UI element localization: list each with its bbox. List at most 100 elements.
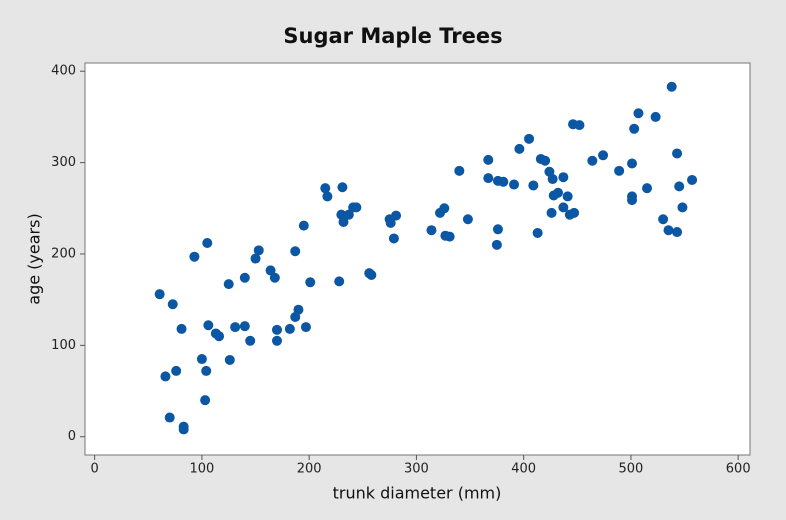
point (189, 251, 200, 262)
point (587, 155, 598, 166)
point (351, 202, 362, 213)
point (200, 395, 211, 406)
point (388, 233, 399, 244)
point (176, 323, 187, 334)
point (203, 320, 214, 331)
point (154, 289, 165, 300)
point (553, 187, 564, 198)
point (293, 304, 304, 315)
point (672, 227, 683, 238)
point (223, 279, 234, 290)
point (483, 173, 494, 184)
x-axis-label: trunk diameter (mm) (333, 484, 502, 503)
point (672, 148, 683, 159)
point (298, 220, 309, 231)
point (514, 143, 525, 154)
point (574, 120, 585, 131)
point (239, 272, 250, 283)
y-tick-label: 0 (68, 429, 76, 444)
point (627, 191, 638, 202)
point (300, 322, 311, 333)
point (633, 108, 644, 119)
point (164, 412, 175, 423)
point (338, 216, 349, 227)
point (334, 276, 345, 287)
point (245, 335, 256, 346)
y-axis-label: age (years) (25, 213, 44, 304)
point (614, 165, 625, 176)
point (426, 225, 437, 236)
point (562, 191, 573, 202)
point (650, 111, 661, 122)
point (629, 123, 640, 134)
point (230, 322, 241, 333)
point (290, 246, 301, 257)
point (524, 133, 535, 144)
point (250, 253, 261, 264)
point (491, 239, 502, 250)
point (677, 202, 688, 213)
point (239, 321, 250, 332)
point (663, 225, 674, 236)
x-tick-label: 500 (619, 462, 644, 477)
point (642, 183, 653, 194)
point (322, 191, 333, 202)
point (558, 172, 569, 183)
point (167, 299, 178, 310)
x-tick-label: 0 (91, 462, 99, 477)
point (598, 150, 609, 161)
point (269, 272, 280, 283)
point (569, 207, 580, 218)
point (687, 174, 698, 185)
point (196, 354, 207, 365)
point (492, 224, 503, 235)
point (498, 176, 509, 187)
point (532, 227, 543, 238)
point (540, 155, 551, 166)
y-tick-label: 300 (51, 155, 76, 170)
point (462, 214, 473, 225)
point (253, 245, 264, 256)
point (271, 335, 282, 346)
point (343, 209, 354, 220)
point (546, 207, 557, 218)
point (454, 165, 465, 176)
point (201, 365, 212, 376)
point (528, 180, 539, 191)
plot-area (84, 62, 751, 456)
point (160, 371, 171, 382)
point (337, 182, 348, 193)
point (483, 154, 494, 165)
point (509, 179, 520, 190)
point (224, 354, 235, 365)
point (385, 217, 396, 228)
point (214, 331, 225, 342)
point (444, 231, 455, 242)
chart-title: Sugar Maple Trees (283, 24, 502, 48)
point (558, 202, 569, 213)
point (658, 214, 669, 225)
point (391, 210, 402, 221)
x-tick-label: 300 (404, 462, 429, 477)
point (627, 158, 638, 169)
x-tick-label: 200 (297, 462, 322, 477)
y-tick-label: 200 (51, 246, 76, 261)
point (666, 81, 677, 92)
point (178, 424, 189, 435)
point (171, 365, 182, 376)
point (284, 323, 295, 334)
y-tick-label: 100 (51, 338, 76, 353)
point (439, 203, 450, 214)
point (366, 269, 377, 280)
y-tick-label: 400 (51, 64, 76, 79)
point (674, 181, 685, 192)
x-tick-label: 600 (726, 462, 751, 477)
x-tick-label: 400 (511, 462, 536, 477)
point (320, 183, 331, 194)
point (202, 238, 213, 249)
point (547, 174, 558, 185)
point (271, 324, 282, 335)
point (305, 277, 316, 288)
